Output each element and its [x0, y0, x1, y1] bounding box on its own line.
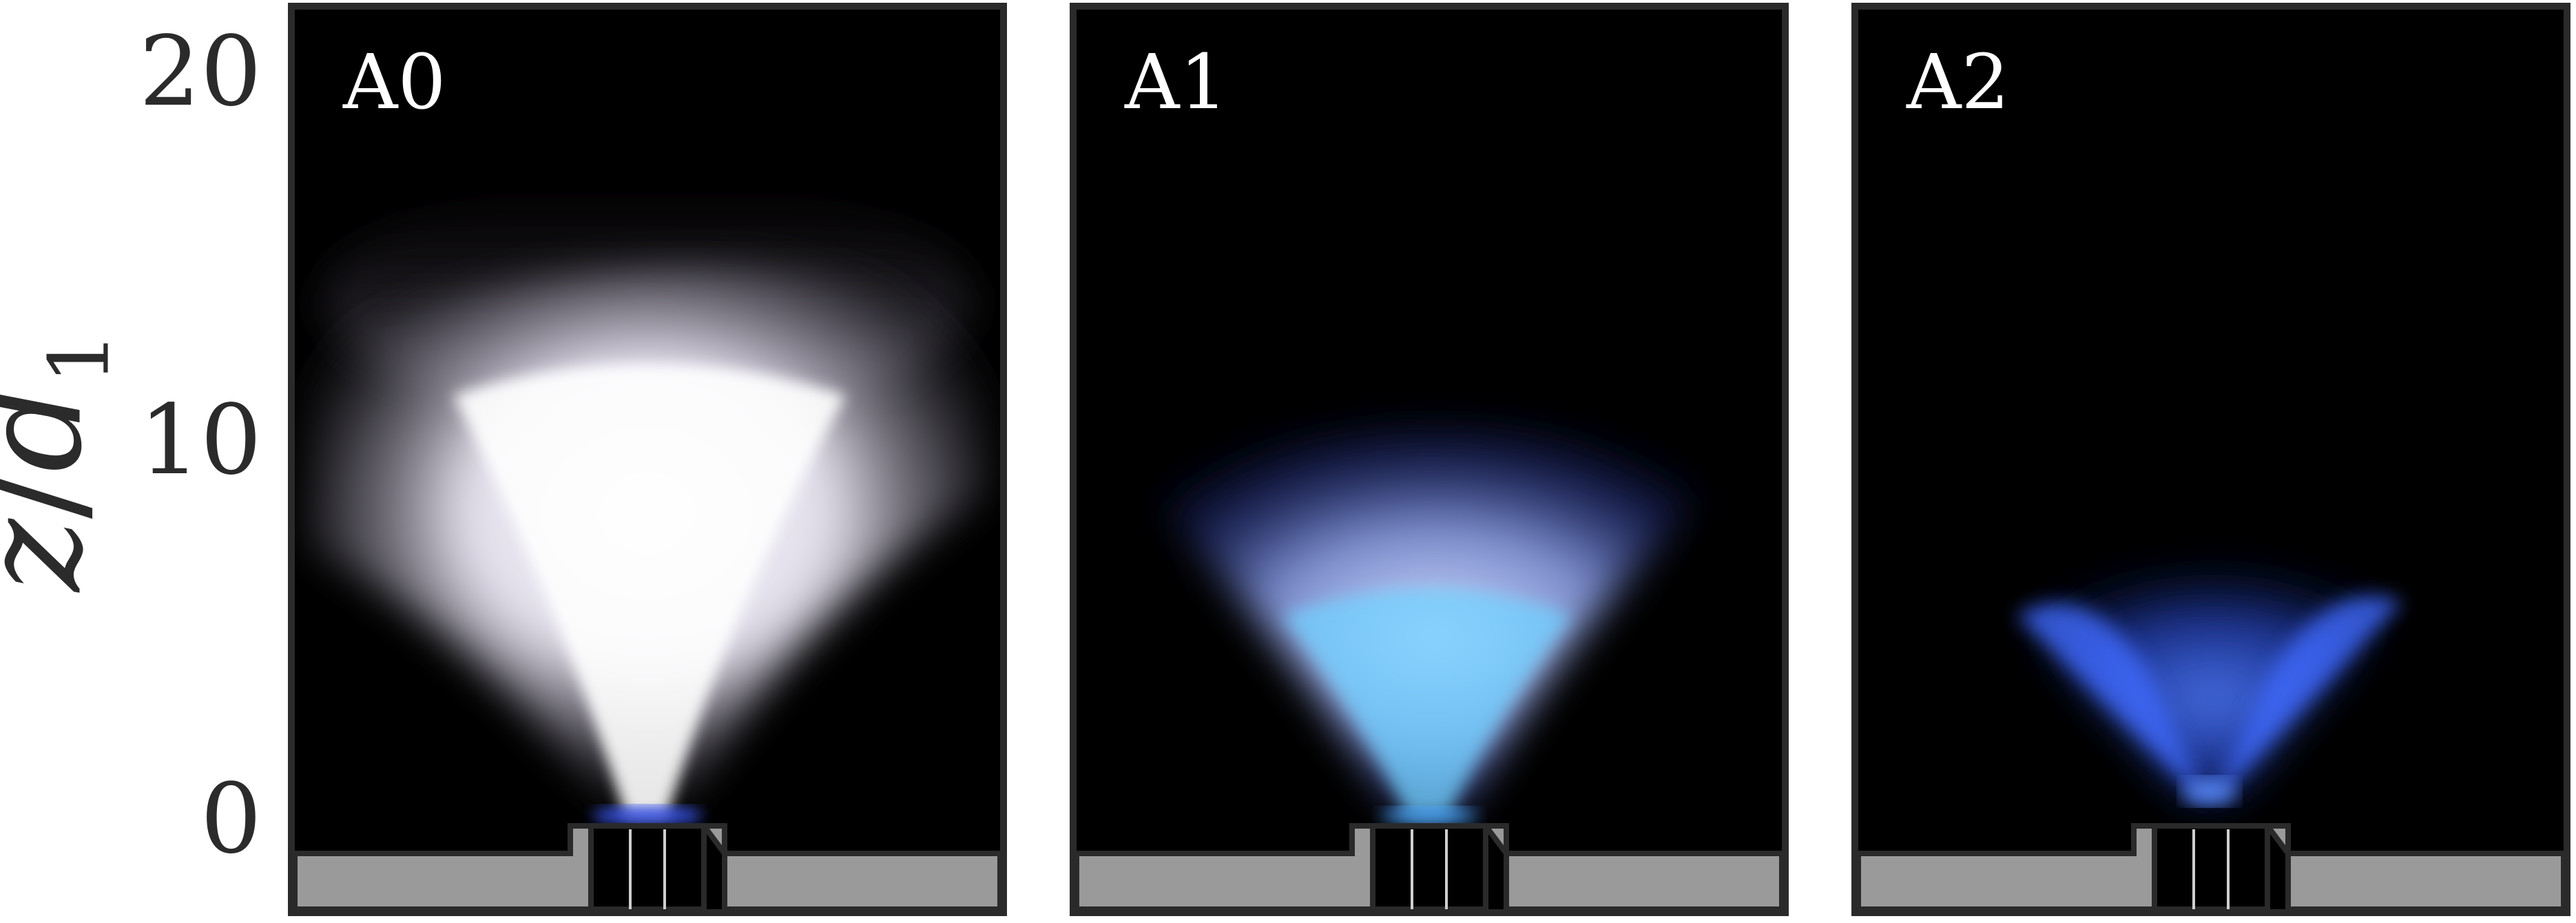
flame-image-a0 [295, 10, 1000, 909]
flame-image-a1 [1077, 10, 1782, 909]
flame-image-a2 [1858, 10, 2564, 909]
flame-panel-a1: A1 [1070, 3, 1789, 916]
nozzle-diagram-a1 [1077, 823, 1782, 909]
y-tick-20: 20 [138, 16, 262, 128]
panel-label-a1: A1 [1125, 38, 1228, 126]
nozzle-diagram-a2 [1858, 823, 2564, 909]
panel-label-a2: A2 [1907, 38, 2010, 126]
panel-label-a0: A0 [343, 38, 446, 126]
y-tick-0: 0 [200, 763, 262, 875]
y-tick-10: 10 [138, 384, 262, 497]
flame-panel-a0: A0 [288, 3, 1007, 916]
nozzle-diagram-a0 [295, 823, 1000, 909]
flame-panel-a2: A2 [1851, 3, 2570, 916]
